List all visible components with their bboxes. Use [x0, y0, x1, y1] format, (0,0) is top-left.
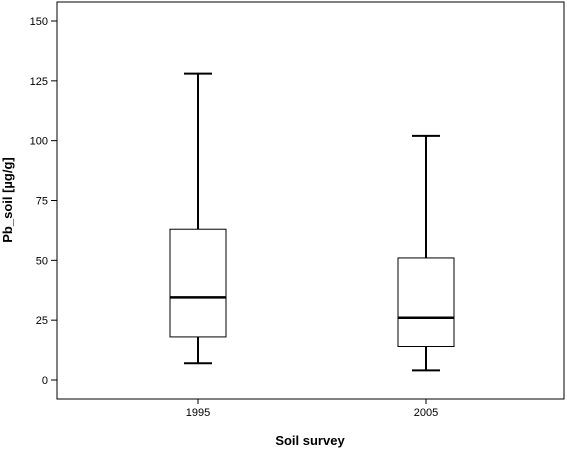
- y-tick-label-25: 25: [36, 315, 48, 327]
- y-axis-title: Pb_soil [µg/g]: [0, 157, 15, 243]
- plot-area: [56, 1, 565, 400]
- x-axis-title: Soil survey: [275, 433, 345, 448]
- y-tick-label-75: 75: [36, 196, 48, 208]
- box-2005: [397, 134, 455, 372]
- boxes: [169, 72, 455, 372]
- x-tick-label-2005: 2005: [414, 407, 438, 419]
- iqr-box-2005: [397, 257, 455, 347]
- x-axis-tick-labels: 1995 2005: [186, 407, 438, 419]
- iqr-box-1995: [169, 228, 227, 338]
- y-tick-label-50: 50: [36, 255, 48, 267]
- x-axis-ticks: [197, 399, 427, 404]
- y-axis-tick-labels: 0 25 50 75 100 125 150: [30, 16, 48, 387]
- y-tick-label-100: 100: [30, 136, 48, 148]
- y-tick-label-0: 0: [42, 375, 48, 387]
- y-tick-label-150: 150: [30, 16, 48, 28]
- y-tick-label-125: 125: [30, 76, 48, 88]
- x-tick-label-1995: 1995: [186, 407, 210, 419]
- y-axis-ticks: [51, 20, 57, 381]
- box-1995: [169, 72, 227, 365]
